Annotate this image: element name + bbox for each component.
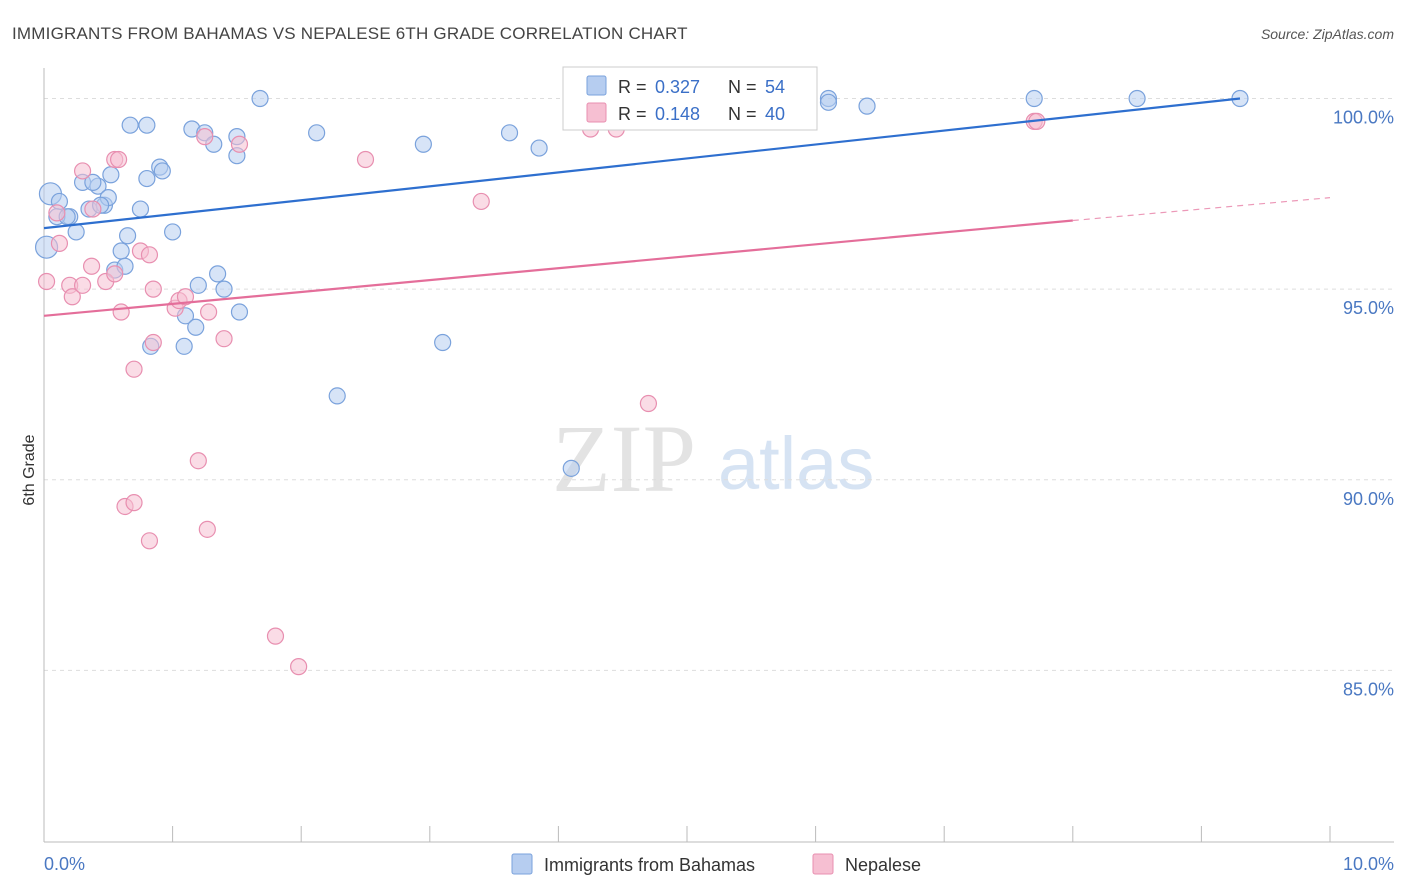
chart-source: Source: ZipAtlas.com — [1261, 26, 1394, 42]
bahamas-point-20 — [164, 223, 182, 241]
series-legend-swatch-bahamas — [511, 853, 533, 875]
legend-n-value-bahamas: 54 — [765, 77, 785, 97]
bahamas-point-21 — [121, 116, 139, 134]
legend-r-value-bahamas: 0.327 — [655, 77, 700, 97]
nepalese-point-8 — [82, 257, 101, 275]
trend-line-0 — [43, 97, 1241, 230]
axes — [43, 68, 1394, 843]
nepalese-point-12 — [109, 150, 128, 169]
bahamas-point-14 — [138, 169, 156, 188]
bahamas-point-12 — [118, 227, 137, 245]
bahamas-point-27 — [251, 89, 269, 108]
nepalese-point-1 — [50, 234, 69, 252]
series-legend-swatch-nepalese — [812, 853, 834, 875]
legend-n-value-nepalese: 40 — [765, 104, 785, 124]
series-legend: Immigrants from Bahamas Nepalese — [511, 853, 921, 875]
trend-line-extension-1 — [1072, 197, 1331, 222]
nepalese-point-4 — [63, 288, 81, 306]
nepalese-point-18 — [144, 333, 162, 352]
legend-n-label-nepalese: N = — [728, 104, 757, 124]
nepalese-point-13 — [112, 303, 130, 321]
nepalese-point-2 — [48, 204, 66, 222]
bahamas-point-13 — [131, 200, 150, 218]
trend-line-1 — [43, 219, 1073, 317]
legend-n-label-bahamas: N = — [728, 77, 757, 97]
bahamas-point-28 — [308, 124, 326, 142]
bahamas-point-29 — [414, 135, 432, 153]
stats-legend: R = 0.327 N = 54 R = 0.148 N = 40 — [562, 66, 818, 131]
nepalese-point-32 — [290, 658, 308, 676]
x-tick-label-min: 0.0% — [44, 854, 85, 874]
y-tick-labels: 100.0% 95.0% 90.0% 85.0% — [1333, 108, 1394, 700]
nepalese-point-22 — [196, 128, 214, 146]
bahamas-point-41 — [209, 265, 227, 283]
bahamas-point-31 — [530, 139, 548, 157]
series-legend-label-nepalese: Nepalese — [845, 855, 921, 875]
bahamas-point-42 — [215, 280, 233, 298]
legend-r-label-bahamas: R = — [618, 77, 647, 97]
bahamas-point-10 — [102, 166, 120, 184]
bahamas-point-34 — [819, 93, 838, 111]
nepalese-point-28 — [125, 494, 143, 512]
legend-r-value-nepalese: 0.148 — [655, 104, 700, 124]
bahamas-point-16 — [153, 162, 171, 180]
y-tick-label-0: 100.0% — [1333, 108, 1394, 128]
nepalese-point-7 — [84, 200, 102, 218]
bahamas-point-49 — [328, 387, 346, 405]
nepalese-point-24 — [215, 330, 233, 348]
bahamas-point-17 — [112, 242, 130, 260]
nepalese-point-16 — [140, 246, 159, 264]
bahamas-point-36 — [1025, 89, 1043, 108]
bahamas-point-48 — [434, 333, 452, 352]
nepalese-point-6 — [73, 162, 92, 180]
nepalese-point-30 — [198, 520, 216, 538]
nepalese-point-33 — [356, 150, 375, 169]
legend-r-label-nepalese: R = — [618, 104, 647, 124]
bahamas-point-35 — [858, 97, 876, 115]
gridlines — [44, 98, 1394, 671]
nepalese-point-10 — [106, 265, 124, 283]
watermark-zip: ZIP — [552, 405, 696, 512]
trend-lines — [43, 97, 1331, 317]
nepalese-point-0 — [37, 272, 56, 291]
nepalese-point-34 — [472, 192, 490, 211]
nepalese-point-21 — [176, 288, 195, 306]
y-tick-label-3: 85.0% — [1343, 679, 1394, 699]
watermark: ZIP atlas — [552, 405, 874, 512]
watermark-atlas: atlas — [718, 422, 874, 505]
bahamas-point-40 — [189, 276, 207, 294]
series-legend-label-bahamas: Immigrants from Bahamas — [544, 855, 755, 875]
nepalese-point-14 — [125, 360, 143, 378]
nepalese-point-25 — [230, 135, 249, 153]
bahamas-point-30 — [500, 124, 519, 142]
y-tick-label-1: 95.0% — [1343, 298, 1394, 318]
bahamas-point-50 — [562, 459, 580, 477]
series-nepalese-points — [37, 112, 1046, 676]
bahamas-point-11 — [84, 173, 102, 191]
y-axis-label: 6th Grade — [21, 434, 38, 505]
nepalese-point-23 — [200, 303, 218, 321]
nepalese-point-31 — [266, 627, 285, 645]
x-tick-label-max: 10.0% — [1343, 854, 1394, 874]
nepalese-point-37 — [639, 394, 658, 413]
legend-swatch-bahamas — [586, 75, 607, 96]
y-tick-label-2: 90.0% — [1343, 489, 1394, 509]
nepalese-point-17 — [144, 280, 162, 298]
bahamas-point-45 — [230, 303, 249, 321]
bahamas-point-47 — [175, 337, 193, 355]
nepalese-point-29 — [140, 532, 159, 550]
bahamas-point-53 — [138, 116, 156, 134]
nepalese-point-5 — [73, 276, 92, 294]
chart-title: IMMIGRANTS FROM BAHAMAS VS NEPALESE 6TH … — [12, 24, 688, 43]
bahamas-point-44 — [187, 318, 205, 336]
legend-swatch-nepalese — [586, 102, 607, 123]
bahamas-point-37 — [1128, 89, 1146, 108]
nepalese-point-26 — [189, 452, 207, 470]
